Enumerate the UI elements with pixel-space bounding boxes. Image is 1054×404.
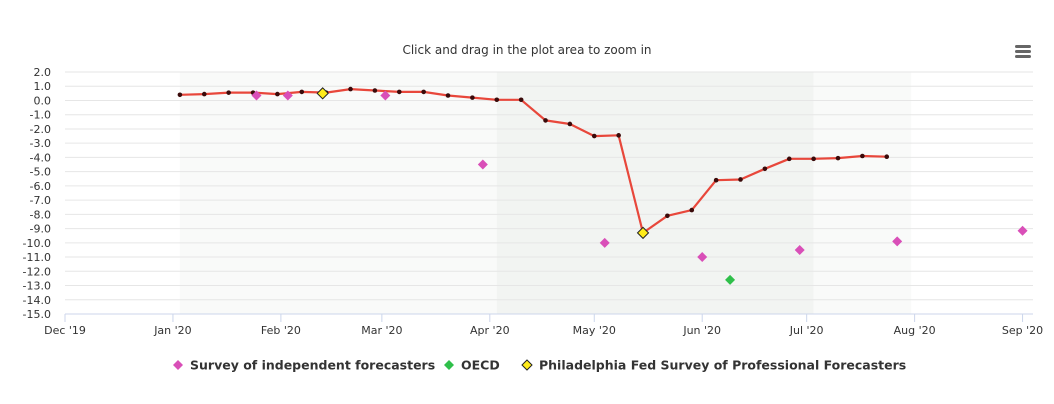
- scatter-series[interactable]: [251, 87, 1028, 285]
- y-tick-label: -1.0: [30, 109, 51, 122]
- y-tick-label: -15.0: [23, 308, 51, 321]
- line-point[interactable]: [470, 95, 475, 100]
- line-point[interactable]: [348, 86, 353, 92]
- line-point[interactable]: [713, 177, 719, 183]
- x-tick-label: Apr '20: [470, 324, 510, 337]
- line-point[interactable]: [494, 97, 500, 103]
- y-tick-label: -13.0: [23, 280, 51, 293]
- scatter-point-series-2[interactable]: [316, 87, 329, 100]
- line-series[interactable]: [177, 86, 890, 236]
- y-tick-label: 2.0: [34, 66, 52, 79]
- y-tick-label: -11.0: [23, 251, 51, 264]
- scatter-point-series-0[interactable]: [477, 159, 488, 170]
- legend-symbol-icon: [444, 360, 454, 370]
- y-tick-label: -10.0: [23, 237, 51, 250]
- chart-subtitle: Click and drag in the plot area to zoom …: [402, 43, 651, 57]
- scatter-point-series-0[interactable]: [599, 237, 610, 248]
- line-point[interactable]: [226, 90, 231, 95]
- x-tick-label: Jan '20: [153, 324, 191, 337]
- line-point[interactable]: [811, 156, 816, 162]
- scatter-point-series-1[interactable]: [725, 274, 736, 285]
- y-tick-label: -12.0: [23, 265, 51, 278]
- legend-item-0[interactable]: Survey of independent forecasters: [173, 358, 435, 373]
- legend-item-1[interactable]: OECD: [444, 358, 500, 373]
- y-tick-label: -8.0: [30, 208, 51, 221]
- y-tick-label: -2.0: [30, 123, 51, 136]
- y-axis: 2.01.00.0 -1.0-2.0-3.0-4.0 -5.0-6.0-7.0-8.…: [23, 66, 51, 321]
- line-point[interactable]: [689, 207, 695, 213]
- line-point[interactable]: [518, 97, 524, 103]
- x-tick-label: May '20: [573, 324, 616, 337]
- x-axis: Dec '19 Jan '20 Feb '20 Mar '20 Apr '20 May '…: [44, 313, 1043, 337]
- line-point[interactable]: [567, 121, 573, 127]
- scatter-point-series-0[interactable]: [794, 244, 805, 255]
- line-point[interactable]: [835, 155, 841, 161]
- line-point[interactable]: [884, 154, 890, 159]
- y-tick-label: -6.0: [30, 180, 51, 193]
- x-tick-label: Feb '20: [261, 324, 301, 337]
- scatter-point-series-0[interactable]: [251, 90, 262, 101]
- line-point[interactable]: [786, 156, 792, 162]
- line-point[interactable]: [616, 133, 621, 138]
- legend-label: Philadelphia Fed Survey of Professional …: [539, 358, 906, 373]
- line-series-path[interactable]: [179, 87, 887, 234]
- line-point[interactable]: [421, 89, 426, 95]
- plot-bands: [179, 72, 912, 314]
- y-tick-label: -3.0: [30, 137, 51, 150]
- y-tick-label: 0.0: [34, 94, 52, 107]
- y-tick-label: -9.0: [30, 223, 51, 236]
- chart-legend[interactable]: Survey of independent forecasters OECD Phi…: [173, 358, 906, 373]
- x-tick-label: Dec '19: [44, 324, 86, 337]
- legend-label: Survey of independent forecasters: [190, 358, 435, 373]
- scatter-point-series-0[interactable]: [282, 90, 293, 101]
- y-tick-label: -7.0: [30, 194, 51, 207]
- x-tick-label: Aug '20: [894, 324, 936, 337]
- legend-label: OECD: [461, 358, 500, 373]
- scatter-point-series-0[interactable]: [1017, 225, 1028, 236]
- x-tick-label: Mar '20: [361, 324, 402, 337]
- line-point[interactable]: [372, 88, 378, 93]
- scatter-point-series-0[interactable]: [892, 236, 903, 247]
- x-tick-label: Jul '20: [789, 324, 824, 337]
- y-tick-label: -5.0: [30, 166, 51, 179]
- line-point[interactable]: [738, 177, 743, 182]
- line-point[interactable]: [275, 91, 280, 97]
- line-point[interactable]: [591, 133, 597, 139]
- legend-item-2[interactable]: Philadelphia Fed Survey of Professional …: [521, 358, 906, 373]
- line-point[interactable]: [860, 153, 865, 159]
- x-tick-label: Sep '20: [1002, 324, 1043, 337]
- scatter-point-series-2[interactable]: [636, 226, 650, 240]
- plot-band-1: [496, 72, 814, 314]
- legend-symbol-icon: [521, 359, 533, 371]
- line-point[interactable]: [177, 92, 183, 98]
- x-tick-label: Jun '20: [682, 324, 721, 337]
- legend-symbol-icon: [173, 360, 183, 370]
- hamburger-menu-icon[interactable]: [1008, 40, 1038, 64]
- y-tick-label: -4.0: [30, 151, 51, 164]
- plot-band-0: [179, 72, 497, 314]
- line-point[interactable]: [299, 89, 305, 95]
- line-point[interactable]: [665, 213, 670, 219]
- line-point[interactable]: [201, 91, 207, 97]
- scatter-point-series-0[interactable]: [380, 90, 391, 101]
- line-point[interactable]: [396, 89, 402, 95]
- scatter-point-series-0[interactable]: [697, 252, 708, 263]
- line-point[interactable]: [543, 118, 548, 123]
- plot-band-2: [813, 72, 912, 314]
- y-tick-label: 1.0: [34, 80, 52, 93]
- line-point[interactable]: [445, 93, 451, 98]
- line-point[interactable]: [762, 166, 768, 172]
- y-tick-label: -14.0: [23, 294, 51, 307]
